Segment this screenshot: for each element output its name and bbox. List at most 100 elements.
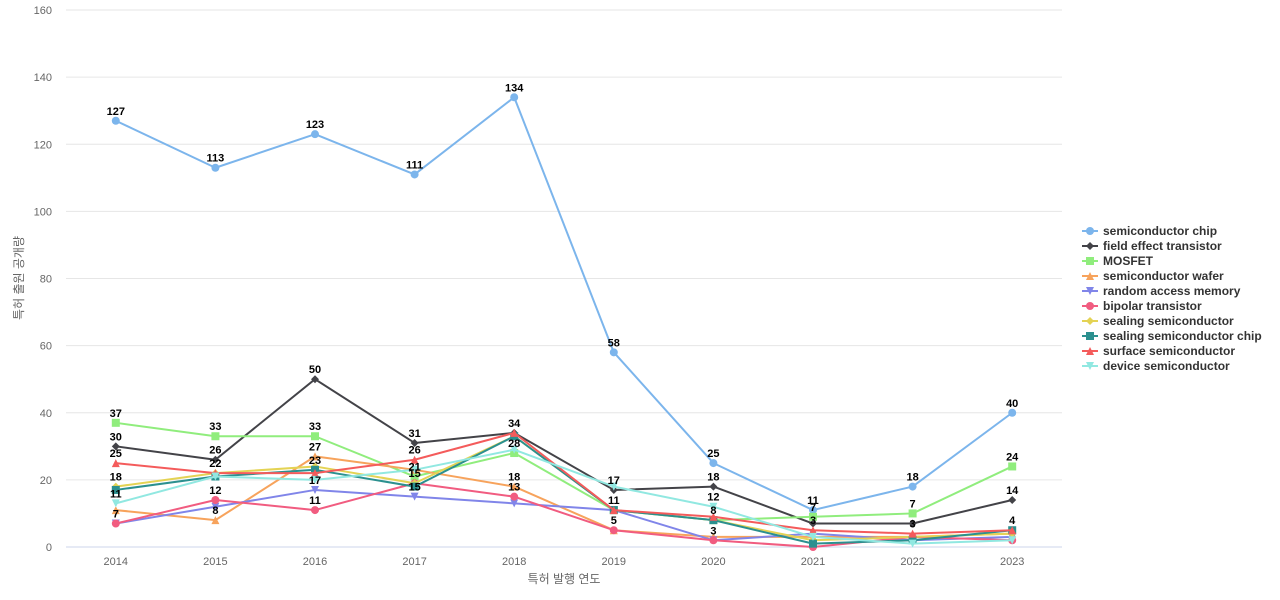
data-point (809, 532, 817, 541)
x-axis-title: 특허 발행 연도 (528, 571, 601, 586)
legend-marker (1086, 287, 1094, 295)
data-point (809, 512, 817, 521)
legend-marker (1086, 347, 1094, 355)
legend-marker (1086, 272, 1094, 280)
data-label: 7 (113, 509, 119, 521)
series-device-semiconductor[interactable] (111, 445, 1017, 548)
series-mosfet[interactable] (111, 418, 1017, 525)
data-label: 58 (608, 337, 620, 349)
data-label: 37 (110, 408, 122, 420)
legend-label: field effect transistor (1103, 239, 1222, 253)
data-label: 11 (309, 495, 321, 507)
legend-label: semiconductor wafer (1103, 269, 1224, 283)
legend-label: sealing semiconductor chip (1103, 329, 1262, 343)
data-point (111, 519, 120, 528)
data-point (410, 455, 419, 464)
data-label: 17 (608, 475, 620, 487)
data-label: 3 (710, 525, 716, 537)
legend-label: bipolar transistor (1103, 299, 1202, 313)
legend-item[interactable]: surface semiconductor (1082, 344, 1235, 358)
data-label: 5 (611, 515, 617, 527)
data-label: 33 (309, 421, 321, 433)
data-point (111, 442, 120, 451)
series-line (115, 488, 1013, 542)
legend-label: random access memory (1103, 284, 1241, 298)
legend-item[interactable]: MOSFET (1082, 254, 1154, 268)
series-line (115, 378, 1013, 525)
legend-item[interactable]: semiconductor wafer (1082, 269, 1224, 283)
data-point (410, 472, 419, 481)
data-point (211, 455, 220, 464)
series-surface-semiconductor[interactable] (111, 428, 1017, 538)
data-label: 40 (1006, 398, 1018, 410)
legend-item[interactable]: random access memory (1082, 284, 1241, 298)
data-point (1008, 496, 1017, 505)
data-point (311, 475, 319, 484)
data-label: 15 (408, 482, 420, 494)
y-tick-label: 60 (40, 341, 52, 353)
legend-label: semiconductor chip (1103, 224, 1217, 238)
y-tick-label: 100 (34, 206, 52, 218)
x-tick-label: 2021 (801, 556, 825, 568)
data-point (211, 502, 220, 511)
legend-item[interactable]: sealing semiconductor (1082, 314, 1234, 328)
data-point (809, 519, 817, 528)
series-field-effect-transistor[interactable] (111, 375, 1017, 528)
data-point (908, 539, 917, 548)
series-line (115, 435, 1013, 545)
series-sealing-semiconductor-chip[interactable] (111, 432, 1017, 548)
data-label: 22 (209, 458, 221, 470)
legend-marker (1086, 317, 1094, 325)
data-label: 24 (1006, 451, 1019, 463)
y-tick-label: 20 (40, 475, 52, 487)
data-point (809, 506, 817, 515)
data-label: 26 (209, 445, 221, 457)
data-label: 123 (306, 119, 324, 131)
x-tick-label: 2022 (900, 556, 924, 568)
data-point (709, 512, 718, 521)
data-label: 13 (508, 482, 520, 494)
gridlines (66, 9, 1062, 481)
data-point (809, 539, 817, 548)
series-line (115, 435, 1013, 542)
legend-item[interactable]: device semiconductor (1082, 359, 1230, 373)
data-point (1008, 408, 1017, 417)
x-tick-label: 2023 (1000, 556, 1024, 568)
data-label: 25 (707, 448, 719, 460)
data-label: 23 (309, 455, 321, 467)
data-label: 7 (810, 502, 816, 514)
data-point (1008, 526, 1017, 535)
y-tick-label: 80 (40, 274, 52, 286)
data-point (111, 418, 120, 427)
legend-item[interactable]: sealing semiconductor chip (1082, 329, 1262, 343)
series-line (115, 421, 1013, 522)
data-point (609, 348, 618, 357)
data-label: 30 (110, 431, 122, 443)
data-point (709, 536, 718, 545)
x-tick-label: 2020 (701, 556, 725, 568)
series-semiconductor-wafer[interactable] (111, 452, 1017, 541)
series-semiconductor-chip[interactable] (111, 93, 1017, 515)
data-point (510, 482, 519, 491)
legend-label: sealing semiconductor (1103, 314, 1234, 328)
y-axis-title: 특허 출원 공개량 (12, 236, 26, 320)
data-point (311, 375, 319, 384)
data-point (311, 506, 319, 515)
data-point (410, 482, 419, 491)
data-label: 7 (910, 498, 916, 510)
legend-marker (1086, 302, 1094, 310)
legend-item[interactable]: bipolar transistor (1082, 299, 1202, 313)
legend-item[interactable]: field effect transistor (1082, 239, 1222, 253)
data-label: 4 (1009, 515, 1016, 527)
data-point (908, 509, 917, 518)
data-label: 14 (1006, 485, 1019, 497)
legend-marker (1086, 332, 1094, 340)
data-label: 134 (505, 82, 524, 94)
data-label: 28 (508, 438, 520, 450)
legend-item[interactable]: semiconductor chip (1082, 224, 1217, 238)
series-sealing-semiconductor[interactable] (111, 432, 1017, 545)
data-point (609, 482, 618, 491)
